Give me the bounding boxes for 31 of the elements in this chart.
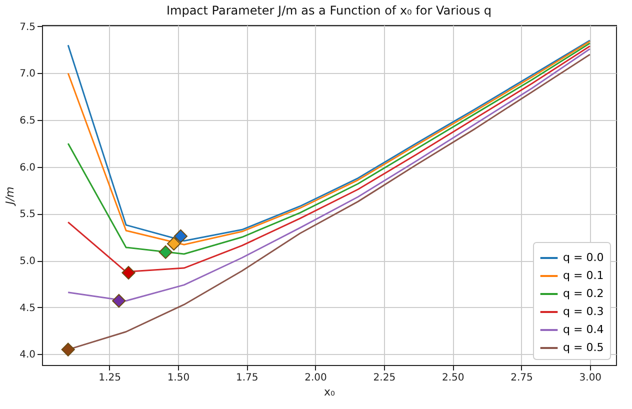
legend-label: q = 0.0 [563, 251, 604, 264]
point [61, 342, 75, 356]
y-tick-label: 4.5 [20, 302, 36, 314]
point [122, 266, 136, 280]
point [112, 294, 126, 308]
x-tick-label: 2.00 [304, 372, 327, 384]
chart-title: Impact Parameter J/m as a Function of x₀ for Various q [166, 3, 492, 18]
y-tick-label: 6.0 [20, 162, 36, 174]
legend-label: q = 0.5 [563, 341, 604, 354]
point [174, 229, 188, 244]
y-tick-label: 6.5 [20, 116, 36, 127]
x-tick-label: 2.50 [442, 372, 464, 384]
x-tick-label: 1.75 [236, 372, 258, 384]
point [158, 245, 172, 259]
y-tick-label: 7.5 [20, 22, 36, 33]
y-tick-label: 5.5 [20, 209, 36, 220]
point [167, 236, 181, 251]
x-tick-label: 3.00 [579, 372, 602, 384]
y-tick-label: 4.0 [20, 350, 36, 361]
legend-label: q = 0.1 [563, 269, 604, 282]
x-axis-title: x₀ [324, 386, 336, 398]
legend-label: q = 0.3 [563, 305, 604, 318]
y-axis-title: J/m [4, 186, 17, 206]
y-tick-label: 7.0 [20, 68, 36, 80]
x-tick-label: 2.25 [373, 372, 396, 384]
legend-label: q = 0.4 [563, 323, 604, 336]
legend-label: q = 0.2 [563, 287, 604, 300]
x-tick-label: 2.75 [510, 372, 533, 384]
y-tick-label: 5.0 [20, 256, 36, 268]
x-tick-label: 1.50 [167, 372, 190, 384]
x-tick-label: 1.25 [98, 372, 121, 384]
